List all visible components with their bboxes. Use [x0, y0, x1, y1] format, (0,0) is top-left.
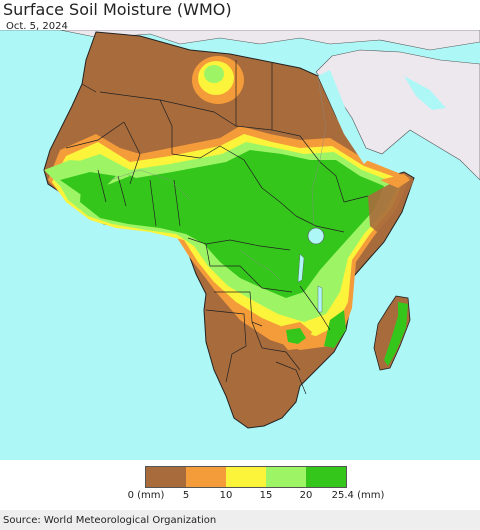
- lake-tanganyika: [297, 253, 305, 283]
- legend-tick-4: 20: [299, 490, 313, 501]
- legend-swatch-2: [226, 467, 266, 487]
- legend-tick-0: 0 (mm): [127, 490, 165, 501]
- middle-east-landmass: [315, 49, 480, 181]
- legend-tick-1: 5: [182, 490, 190, 501]
- country-borders: [65, 60, 369, 395]
- zimbabwe-wet-patch-inner: [286, 328, 306, 344]
- lake-malawi: [317, 285, 323, 313]
- lake-victoria: [307, 227, 325, 245]
- gulf-water: [404, 76, 446, 110]
- legend-tick-2: 10: [219, 490, 233, 501]
- legend-swatch-0: [146, 467, 186, 487]
- map-legend: 0 (mm) 5 10 15 20 25.4 (mm): [0, 466, 480, 506]
- legend-ticks: 0 (mm) 5 10 15 20 25.4 (mm): [0, 490, 480, 504]
- map-title: Surface Soil Moisture (WMO): [3, 0, 232, 19]
- legend-tick-5: 25.4 (mm): [331, 490, 385, 501]
- guinea-coast-green: [60, 172, 116, 194]
- soil-moisture-map: [0, 30, 480, 460]
- moisture-band-green: [80, 150, 384, 298]
- libya-moist-patch-green: [204, 65, 224, 83]
- legend-swatch-3: [266, 467, 306, 487]
- southeast-coast-strip: [324, 310, 346, 348]
- source-credit: Source: World Meteorological Organizatio…: [3, 515, 217, 526]
- legend-colorbar: [145, 466, 347, 488]
- legend-swatch-4: [306, 467, 346, 487]
- legend-swatch-1: [186, 467, 226, 487]
- footer-bar: Source: World Meteorological Organizatio…: [0, 510, 480, 530]
- madagascar-wet-east: [384, 302, 408, 366]
- somalia-orange-edge: [380, 174, 410, 188]
- rivers: [109, 75, 327, 281]
- somalia-dry: [368, 176, 414, 236]
- red-sea: [318, 70, 370, 164]
- legend-tick-3: 15: [259, 490, 273, 501]
- map-date: Oct. 5, 2024: [6, 21, 68, 32]
